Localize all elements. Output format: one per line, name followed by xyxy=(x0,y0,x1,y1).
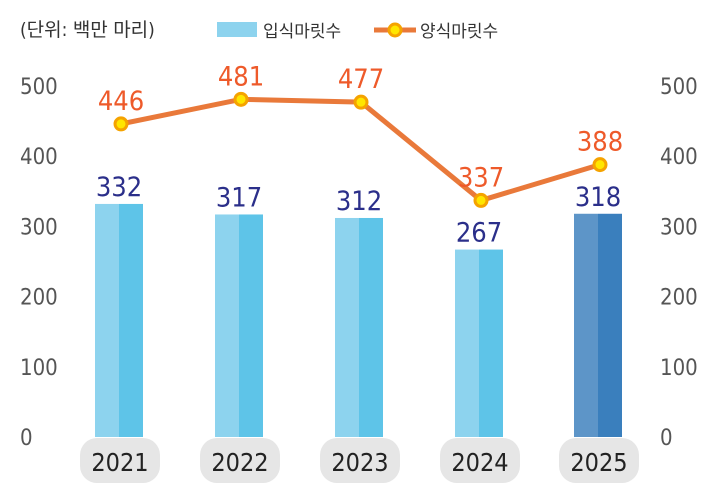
bar-left-shade xyxy=(215,214,239,437)
bar xyxy=(598,213,622,437)
bar-left-shade xyxy=(455,249,479,437)
bar xyxy=(239,214,263,437)
bar-value-label: 317 xyxy=(216,182,262,213)
line-value-label: 337 xyxy=(458,162,504,193)
category-pill xyxy=(440,438,520,483)
category-label: 2023 xyxy=(331,448,388,477)
category-label: 2022 xyxy=(211,448,268,477)
bar-value-label: 332 xyxy=(96,172,142,203)
line-marker xyxy=(233,91,249,107)
bar xyxy=(359,217,383,437)
right-axis-tick: 100 xyxy=(660,356,698,381)
bar-value-label: 312 xyxy=(336,186,382,217)
left-axis-tick: 200 xyxy=(20,286,58,311)
line-marker xyxy=(353,94,369,110)
category-pill xyxy=(80,438,160,483)
bar xyxy=(479,249,503,437)
bar-value-label: 318 xyxy=(575,182,621,213)
right-axis-tick: 400 xyxy=(660,145,698,170)
bar-left-shade xyxy=(335,217,359,437)
left-axis-tick: 0 xyxy=(20,426,33,451)
left-axis-tick: 400 xyxy=(20,145,58,170)
bar-value-label: 267 xyxy=(456,218,502,249)
line-value-label: 477 xyxy=(338,64,384,95)
legend-bar-label: 입식마릿수 xyxy=(263,22,341,42)
left-axis-tick: 300 xyxy=(20,215,58,240)
right-axis-tick: 300 xyxy=(660,215,698,240)
legend-bar-swatch xyxy=(217,22,257,37)
left-axis-tick: 100 xyxy=(20,356,58,381)
legend-line-label: 양식마릿수 xyxy=(420,22,498,42)
category-pill xyxy=(320,438,400,483)
right-axis-tick: 500 xyxy=(660,75,698,100)
category-label: 2021 xyxy=(91,448,148,477)
bar-left-shade xyxy=(95,203,119,437)
category-pill xyxy=(200,438,280,483)
bar xyxy=(119,203,143,437)
left-axis-tick: 500 xyxy=(20,75,58,100)
line-marker xyxy=(473,192,489,208)
line-value-label: 388 xyxy=(577,127,623,158)
bar-left-shade xyxy=(574,213,598,437)
category-label: 2024 xyxy=(451,448,508,477)
legend-line-marker xyxy=(387,22,403,38)
category-label: 2025 xyxy=(570,448,627,477)
line-value-label: 446 xyxy=(98,86,144,117)
right-axis-tick: 200 xyxy=(660,286,698,311)
legend: 입식마릿수 양식마릿수 xyxy=(217,22,498,42)
right-axis-tick: 0 xyxy=(660,426,673,451)
line-marker xyxy=(592,157,608,173)
unit-label: (단위: 백만 마리) xyxy=(20,19,155,41)
category-pill xyxy=(559,438,639,483)
line-value-label: 481 xyxy=(218,61,264,92)
line-marker xyxy=(113,116,129,132)
